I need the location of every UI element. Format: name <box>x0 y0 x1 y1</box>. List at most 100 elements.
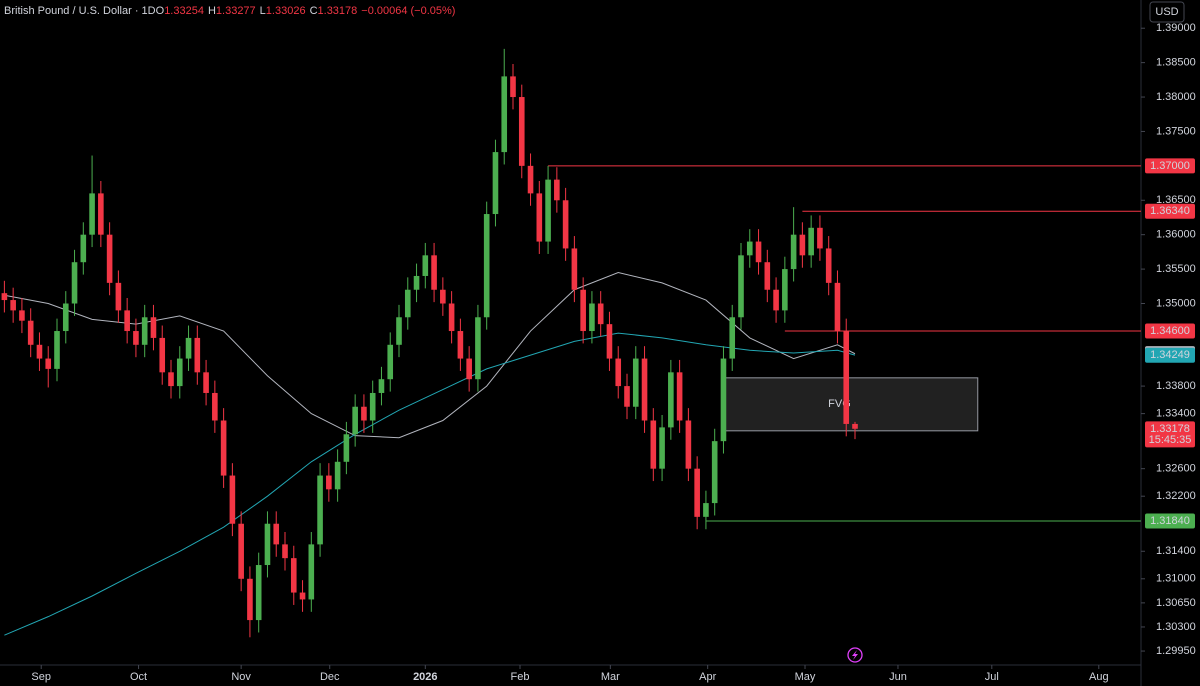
candle-body <box>448 303 455 332</box>
y-tick-label: 1.30300 <box>1156 621 1196 633</box>
candle-body <box>124 310 130 332</box>
candle-body <box>694 468 700 517</box>
candle-body <box>825 248 832 283</box>
y-tick-label: 1.32200 <box>1156 490 1196 502</box>
candle-body <box>510 76 516 98</box>
candle-body <box>212 392 218 421</box>
candle-body <box>273 523 280 545</box>
candle-body <box>150 317 157 338</box>
candle-body <box>518 97 525 166</box>
candle-body <box>255 565 262 621</box>
x-tick-label: Jun <box>889 671 907 683</box>
quote-value: 1.33178 <box>318 5 358 17</box>
candle-body <box>352 406 358 435</box>
candle-body <box>89 193 95 235</box>
candle-body <box>624 386 630 407</box>
candle-body <box>404 289 411 318</box>
quote-key: C <box>310 5 318 17</box>
candle-body <box>606 324 613 359</box>
candle-body <box>413 275 420 290</box>
x-tick-label: Nov <box>231 671 251 683</box>
candle-body <box>36 344 43 359</box>
candle-body <box>773 289 779 311</box>
candle-body <box>580 289 586 332</box>
candle-body <box>562 200 569 249</box>
y-tick-label: 1.33400 <box>1156 408 1196 420</box>
candle-body <box>238 523 244 579</box>
candle-body <box>440 289 446 304</box>
quote-change: −0.00064 (−0.05%) <box>361 5 455 17</box>
candle-body <box>378 379 385 393</box>
y-tick-label: 1.35000 <box>1156 297 1196 309</box>
price-label-box <box>1145 347 1195 363</box>
y-tick-label: 1.30650 <box>1156 597 1196 609</box>
candle-body <box>290 558 297 593</box>
candle-body <box>326 475 332 490</box>
y-tick-label: 1.39000 <box>1156 22 1196 34</box>
candle-body <box>536 193 543 242</box>
price-label-time: 15:45:35 <box>1149 434 1192 446</box>
price-label: 1.34600 <box>1150 325 1190 337</box>
candle-body <box>176 358 183 387</box>
price-label-box <box>1145 421 1195 448</box>
candle-body <box>641 358 648 421</box>
quote-key: O <box>156 5 165 17</box>
symbol: British Pound / U.S. Dollar · 1D <box>4 5 156 17</box>
candle-body <box>492 152 499 215</box>
candle-body <box>10 300 16 311</box>
candle-body <box>220 420 227 476</box>
candle-body <box>597 303 604 325</box>
candle-body <box>817 227 823 249</box>
price-label: 1.37000 <box>1150 160 1190 172</box>
x-tick-label: Aug <box>1089 671 1109 683</box>
y-tick-label: 1.38500 <box>1156 57 1196 69</box>
quote-key: H <box>208 5 216 17</box>
candle-body <box>115 282 122 311</box>
y-tick-label: 1.37500 <box>1156 125 1196 137</box>
candle-body <box>720 358 727 442</box>
candle-body <box>431 255 437 290</box>
candle-body <box>615 358 622 387</box>
price-label-box <box>1145 203 1195 219</box>
y-tick-label: 1.38000 <box>1156 91 1196 103</box>
y-tick-label: 1.29950 <box>1156 645 1196 657</box>
currency[interactable]: USD <box>1155 6 1178 18</box>
candle-body <box>62 303 69 332</box>
candle-body <box>545 179 551 242</box>
candle-body <box>264 523 271 566</box>
candle-body <box>98 193 104 235</box>
candle-body <box>80 234 87 263</box>
price-label-box <box>1145 158 1195 174</box>
candle-body <box>632 358 639 407</box>
candle-body <box>361 406 367 421</box>
candle-body <box>308 544 315 600</box>
candle-body <box>668 372 674 428</box>
candle-body <box>159 337 166 373</box>
candle-body <box>589 303 595 332</box>
y-tick-label: 1.31000 <box>1156 573 1196 585</box>
candle-body <box>27 320 34 345</box>
x-tick-label: Feb <box>511 671 530 683</box>
candle-body <box>54 331 60 369</box>
candle-body <box>755 241 762 263</box>
candle-body <box>466 358 472 380</box>
currency-button[interactable] <box>1149 1 1185 23</box>
candle-body <box>852 423 858 429</box>
lightning-icon[interactable] <box>847 647 863 663</box>
candle-body <box>676 372 683 421</box>
candle-body <box>396 317 402 345</box>
x-tick-label: Dec <box>320 671 340 683</box>
candle-body <box>834 282 841 332</box>
candle-body <box>746 241 753 256</box>
price-label-box <box>1145 513 1195 529</box>
candle-body <box>843 331 850 424</box>
y-tick-label: 1.32600 <box>1156 463 1196 475</box>
candle-body <box>527 165 534 194</box>
candle-body <box>738 255 744 318</box>
candle-body <box>483 214 490 318</box>
price-label: 1.34249 <box>1150 349 1190 361</box>
candle-body <box>711 441 718 504</box>
price-label: 1.33178 <box>1150 423 1190 435</box>
